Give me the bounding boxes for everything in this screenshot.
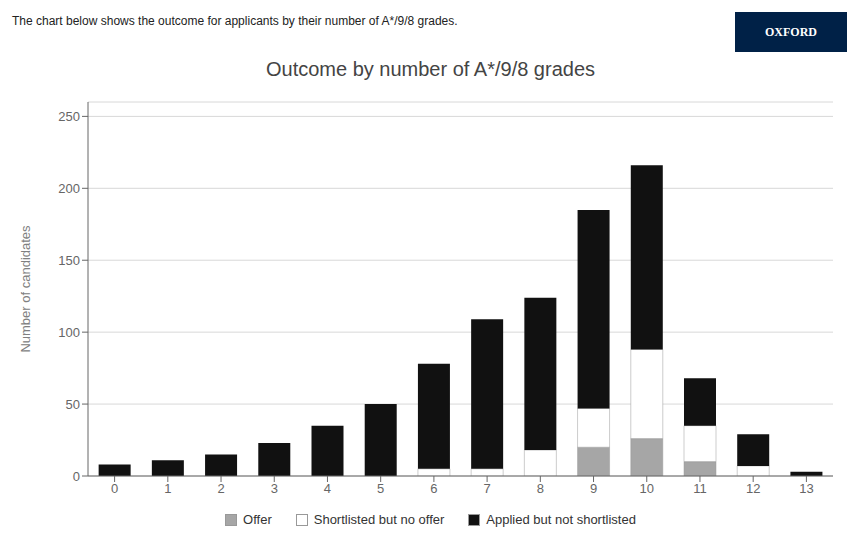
html-text:Applied but not shortlisted: Applied but not shortlisted [486, 512, 636, 527]
svg-text:Number of candidates: Number of candidates [18, 225, 33, 353]
svg-text:6: 6 [430, 481, 437, 496]
svg-text:4: 4 [324, 481, 331, 496]
html-text:The chart below shows the outc: The chart below shows the outcome for ap… [12, 14, 458, 28]
svg-text:250: 250 [58, 109, 80, 124]
svg-text:2: 2 [217, 481, 224, 496]
svg-text:5: 5 [377, 481, 384, 496]
svg-text:200: 200 [58, 181, 80, 196]
svg-text:12: 12 [746, 481, 760, 496]
html-text:Offer: Offer [243, 512, 272, 527]
svg-text:150: 150 [58, 253, 80, 268]
svg-text:10: 10 [640, 481, 654, 496]
svg-text:0: 0 [73, 469, 80, 484]
html-text:Shortlisted but no offer: Shortlisted but no offer [313, 512, 445, 527]
svg-text:1: 1 [164, 481, 171, 496]
svg-text:11: 11 [693, 481, 707, 496]
svg-text:7: 7 [483, 481, 490, 496]
svg-text:8: 8 [537, 481, 544, 496]
svg-text:0: 0 [111, 481, 118, 496]
html-text:Outcome by number of A*/9/8 gr: Outcome by number of A*/9/8 grades [266, 58, 595, 80]
svg-text:13: 13 [799, 481, 813, 496]
html-text:OXFORD: OXFORD [765, 24, 817, 39]
svg-text:100: 100 [58, 325, 80, 340]
svg-text:3: 3 [271, 481, 278, 496]
svg-text:9: 9 [590, 481, 597, 496]
svg-text:50: 50 [66, 397, 80, 412]
